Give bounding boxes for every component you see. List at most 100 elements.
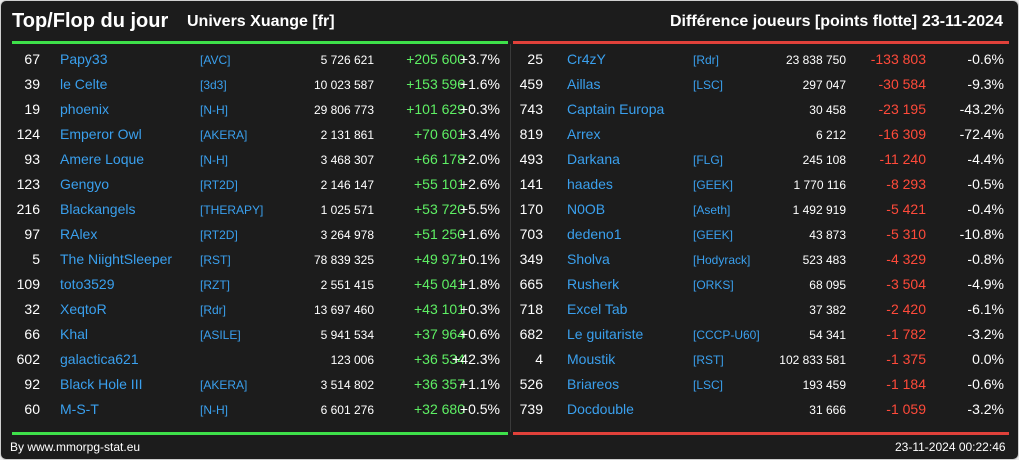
table-row: 349 Sholva [Hodyrack] 523 483 -4 329 -0.8% [513, 248, 1009, 273]
points-difference: -1 375 [886, 351, 926, 367]
alliance-tag-link[interactable]: [CCCP-U60] [693, 328, 760, 342]
player-rank: 819 [519, 126, 543, 142]
player-name-link[interactable]: Le guitariste [567, 326, 644, 342]
alliance-tag-link[interactable]: [FLG] [693, 153, 724, 167]
table-row: 97 RAlex [RT2D] 3 264 978 +51 250 +1.6% [12, 223, 508, 248]
player-rank: 109 [16, 276, 40, 292]
table-row: 25 Cr4zY [Rdr] 23 838 750 -133 803 -0.6% [513, 48, 1009, 73]
player-rank: 92 [24, 376, 40, 392]
player-name-link[interactable]: XeqtoR [60, 301, 107, 317]
alliance-tag-link[interactable]: [Rdr] [200, 303, 227, 317]
alliance-tag-link[interactable]: [3d3] [200, 78, 227, 92]
player-points: 2 551 415 [320, 278, 374, 292]
player-name-link[interactable]: Aillas [567, 76, 601, 92]
points-difference: -1 782 [886, 326, 926, 342]
alliance-tag-link[interactable]: [N-H] [200, 403, 228, 417]
alliance-tag-link[interactable]: [AKERA] [200, 128, 248, 142]
player-name-link[interactable]: Emperor Owl [60, 126, 142, 142]
alliance-tag-link[interactable]: [AVC] [200, 53, 231, 67]
alliance-tag-link[interactable]: [RST] [200, 253, 231, 267]
player-name-link[interactable]: M-S-T [60, 401, 99, 417]
points-difference: +36 357 [414, 376, 465, 392]
table-row: 718 Excel Tab 37 382 -2 420 -6.1% [513, 298, 1009, 323]
top-gainers-table: 67 Papy33 [AVC] 5 726 621 +205 600 +3.7% 39 le … [12, 48, 508, 423]
player-name-link[interactable]: N0OB [567, 201, 606, 217]
table-row: 123 Gengyo [RT2D] 2 146 147 +55 101 +2.6% [12, 173, 508, 198]
player-name-link[interactable]: Moustik [567, 351, 616, 367]
player-name-link[interactable]: haades [567, 176, 613, 192]
percent-change: +2.6% [459, 176, 500, 192]
points-difference: -3 504 [886, 276, 926, 292]
alliance-tag-link[interactable]: [ASILE] [200, 328, 241, 342]
player-name-link[interactable]: Blackangels [60, 201, 136, 217]
percent-change: -0.6% [967, 51, 1004, 67]
points-difference: +51 250 [414, 226, 465, 242]
player-name-link[interactable]: Amere Loque [60, 151, 145, 167]
alliance-tag-link[interactable]: [GEEK] [693, 178, 734, 192]
player-rank: 665 [519, 276, 543, 292]
alliance-tag-link[interactable]: [RT2D] [200, 228, 238, 242]
table-row: 665 Rusherk [ORKS] 68 095 -3 504 -4.9% [513, 273, 1009, 298]
player-name-link[interactable]: Gengyo [60, 176, 110, 192]
player-name-link[interactable]: Excel Tab [567, 301, 628, 317]
alliance-tag-link[interactable]: [RZT] [200, 278, 230, 292]
player-name-link[interactable]: RAlex [60, 226, 98, 242]
table-row: 170 N0OB [Aseth] 1 492 919 -5 421 -0.4% [513, 198, 1009, 223]
table-row: 703 dedeno1 [GEEK] 43 873 -5 310 -10.8% [513, 223, 1009, 248]
player-name-link[interactable]: Papy33 [60, 51, 108, 67]
player-rank: 739 [519, 401, 543, 417]
player-name-link[interactable]: Arrex [567, 126, 601, 142]
alliance-tag-link[interactable]: [N-H] [200, 103, 228, 117]
alliance-tag-link[interactable]: [LSC] [693, 378, 724, 392]
player-points: 1 025 571 [320, 203, 374, 217]
player-name-link[interactable]: Briareos [567, 376, 620, 392]
table-row: 19 phoenix [N-H] 29 806 773 +101 629 +0.3% [12, 98, 508, 123]
alliance-tag-link[interactable]: [N-H] [200, 153, 228, 167]
alliance-tag-link[interactable]: [AKERA] [200, 378, 248, 392]
player-name-link[interactable]: toto3529 [60, 276, 115, 292]
top-divider-red [513, 41, 1009, 44]
percent-change: +3.7% [459, 51, 500, 67]
player-rank: 32 [24, 301, 40, 317]
player-points: 37 382 [809, 303, 846, 317]
player-rank: 493 [519, 151, 543, 167]
player-points: 6 601 276 [320, 403, 374, 417]
player-name-link[interactable]: Captain Europa [567, 101, 665, 117]
player-name-link[interactable]: phoenix [60, 101, 110, 117]
player-name-link[interactable]: galactica621 [60, 351, 139, 367]
percent-change: -3.2% [967, 326, 1004, 342]
points-difference: -1 059 [886, 401, 926, 417]
points-difference: +36 534 [414, 351, 465, 367]
points-difference: +66 178 [414, 151, 465, 167]
points-difference: -1 184 [886, 376, 926, 392]
alliance-tag-link[interactable]: [GEEK] [693, 228, 734, 242]
percent-change: -72.4% [959, 126, 1004, 142]
alliance-tag-link[interactable]: [THERAPY] [200, 203, 264, 217]
player-name-link[interactable]: Black Hole III [60, 376, 143, 392]
player-name-link[interactable]: The NiightSleeper [60, 251, 173, 267]
points-difference: +43 101 [414, 301, 465, 317]
alliance-tag-link[interactable]: [Aseth] [693, 203, 731, 217]
alliance-tag-link[interactable]: [LSC] [693, 78, 724, 92]
footer-credit: By www.mmorpg-stat.eu [10, 440, 141, 454]
table-row: 4 Moustik [RST] 102 833 581 -1 375 0.0% [513, 348, 1009, 373]
alliance-tag-link[interactable]: [Rdr] [693, 53, 720, 67]
player-name-link[interactable]: Cr4zY [567, 51, 606, 67]
alliance-tag-link[interactable]: [ORKS] [693, 278, 734, 292]
player-points: 13 697 460 [313, 303, 374, 317]
player-name-link[interactable]: dedeno1 [567, 226, 622, 242]
player-rank: 93 [24, 151, 40, 167]
table-row: 32 XeqtoR [Rdr] 13 697 460 +43 101 +0.3% [12, 298, 508, 323]
points-difference: -30 584 [878, 76, 926, 92]
player-rank: 4 [535, 351, 543, 367]
player-name-link[interactable]: le Celte [60, 76, 108, 92]
player-name-link[interactable]: Rusherk [567, 276, 620, 292]
points-difference: -133 803 [870, 51, 926, 67]
player-name-link[interactable]: Khal [60, 326, 89, 342]
alliance-tag-link[interactable]: [Hodyrack] [693, 253, 751, 267]
alliance-tag-link[interactable]: [RST] [693, 353, 724, 367]
player-name-link[interactable]: Sholva [567, 251, 610, 267]
player-name-link[interactable]: Darkana [567, 151, 620, 167]
player-name-link[interactable]: Docdouble [567, 401, 634, 417]
alliance-tag-link[interactable]: [RT2D] [200, 178, 238, 192]
